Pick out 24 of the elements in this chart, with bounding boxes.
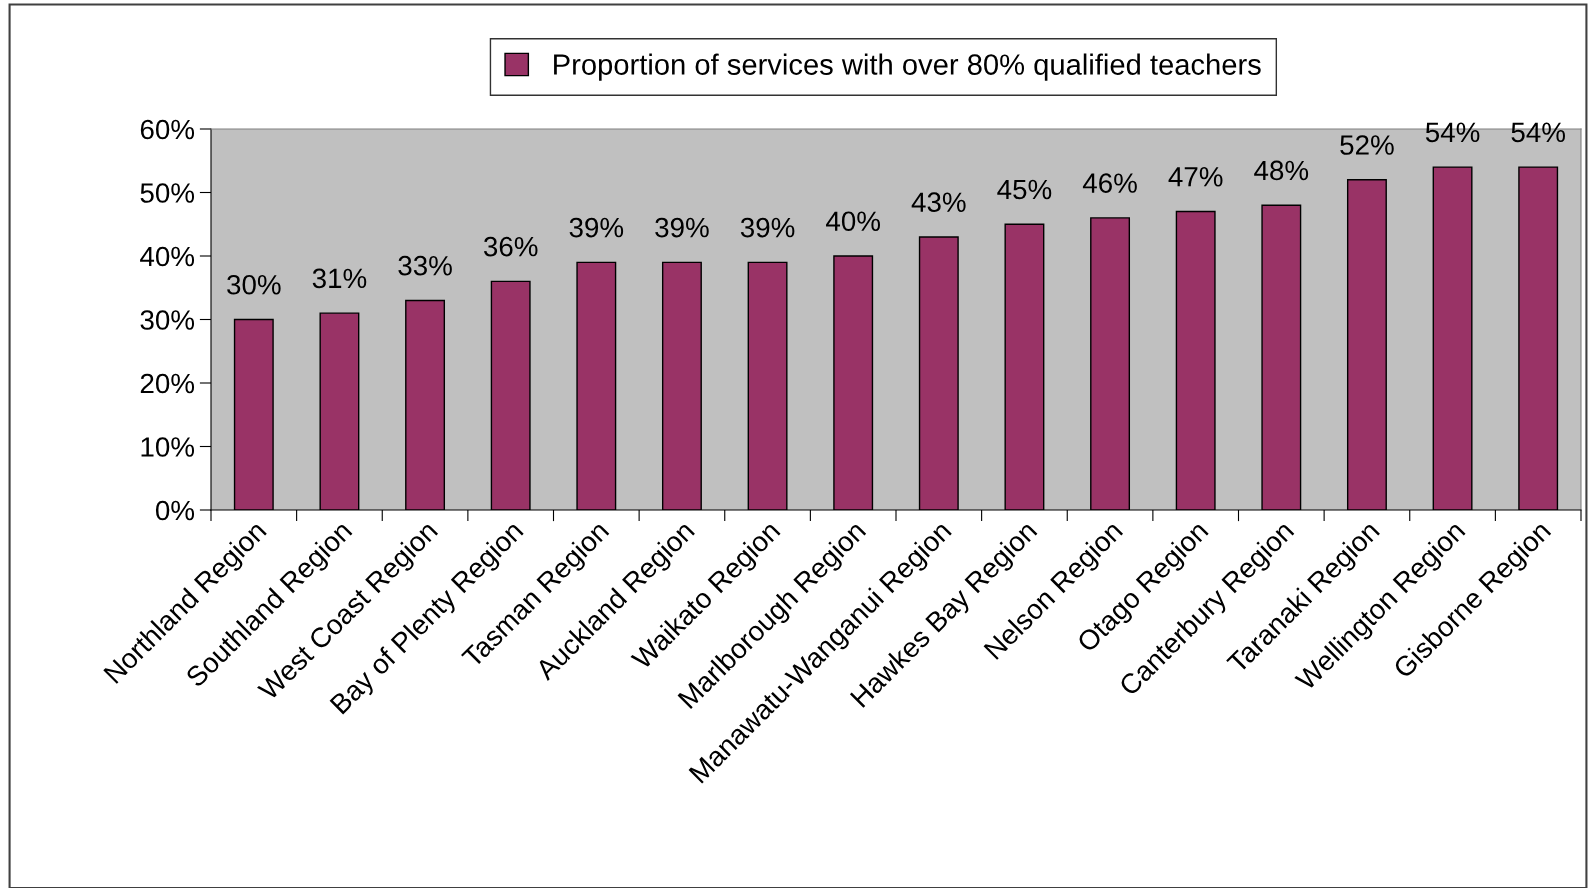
data-label: 45% — [997, 179, 1052, 200]
legend-label: Proportion of services with over 80% qualified teachers — [554, 53, 1261, 81]
data-label: 39% — [740, 217, 795, 238]
data-label: 43% — [911, 192, 966, 213]
y-tick-label: 60% — [140, 119, 195, 140]
data-label: 54% — [1425, 122, 1480, 143]
y-tick-label: 10% — [141, 437, 195, 457]
data-label: 40% — [826, 211, 880, 232]
data-label: 46% — [1082, 173, 1137, 193]
data-label: 39% — [655, 217, 709, 238]
data-label: 47% — [1168, 167, 1223, 187]
y-tick-label: 50% — [140, 183, 195, 203]
y-tick-label: 0% — [155, 500, 195, 521]
data-label: 36% — [483, 236, 538, 257]
data-label: 39% — [569, 217, 624, 238]
y-tick-label: 20% — [140, 373, 195, 394]
data-label: 52% — [1340, 135, 1394, 155]
data-label: 30% — [227, 274, 281, 295]
data-label: 48% — [1254, 160, 1309, 181]
y-tick-label: 40% — [140, 246, 195, 267]
data-label: 54% — [1511, 122, 1565, 143]
data-label: 33% — [398, 255, 452, 276]
data-label: 31% — [312, 268, 367, 289]
y-tick-label: 30% — [140, 310, 195, 330]
